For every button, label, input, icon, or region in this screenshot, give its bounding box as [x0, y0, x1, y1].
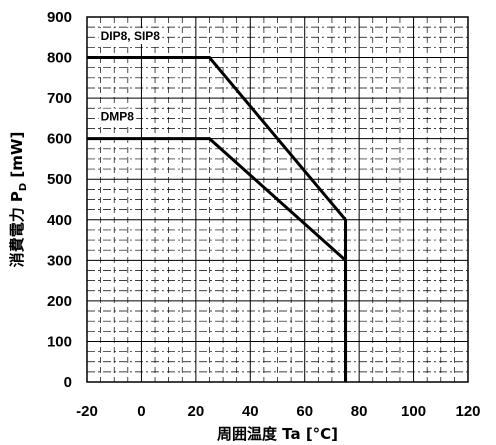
y-tick-label: 700: [47, 90, 72, 107]
y-tick-label: 100: [47, 333, 72, 350]
x-axis-label: 周囲温度 Ta [°C]: [217, 425, 338, 443]
x-tick-label: 120: [455, 403, 480, 420]
y-axis-label: 消費電力 PD [mW]: [8, 132, 29, 268]
y-tick-label: 900: [47, 9, 72, 26]
series-label-background: [98, 28, 163, 45]
major-grid: [87, 17, 468, 382]
y-tick-label: 0: [64, 374, 72, 391]
series-label-dip8-sip8: DIP8, SIP8: [101, 29, 161, 43]
tick-labels: -20 0 20 40 60 80 100 1200100200300400500600700…: [47, 9, 481, 420]
y-tick-label: 800: [47, 50, 72, 67]
y-axis-label-subscript: D: [18, 183, 29, 191]
series-label-dmp8: DMP8: [101, 109, 135, 123]
y-tick-label: 500: [47, 171, 72, 188]
y-tick-label: 200: [47, 293, 72, 310]
x-tick-label: 80: [351, 403, 368, 420]
x-tick-label: 40: [242, 403, 259, 420]
x-tick-label: -20: [76, 403, 98, 420]
series-layer: [87, 56, 348, 382]
y-axis-label-main: 消費電力 P: [8, 191, 26, 267]
y-axis-label-unit: [mW]: [8, 132, 26, 183]
series-label-background: [98, 108, 137, 125]
y-tick-label: 600: [47, 131, 72, 148]
series-line: [87, 137, 348, 382]
x-tick-label: 60: [296, 403, 313, 420]
x-tick-label: 0: [137, 403, 145, 420]
y-tick-label: 300: [47, 252, 72, 269]
minor-grid: [87, 17, 468, 382]
y-tick-label: 400: [47, 212, 72, 229]
x-tick-label: 100: [401, 403, 426, 420]
plot-frame: [86, 16, 469, 383]
x-tick-label: 20: [188, 403, 205, 420]
